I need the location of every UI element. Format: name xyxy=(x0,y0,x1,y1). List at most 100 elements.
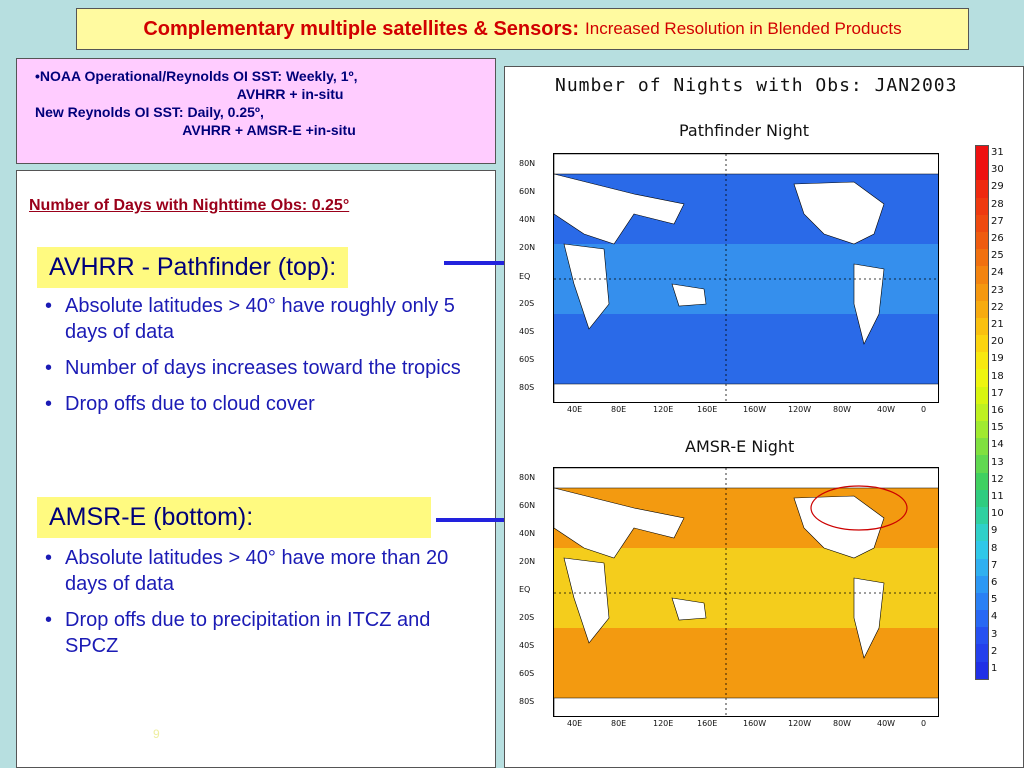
colorbar-segment xyxy=(976,627,988,645)
colorbar-segment xyxy=(976,472,988,490)
amsre-bullet-list: Absolute latitudes > 40° have more than … xyxy=(39,545,469,669)
colorbar-label: 6 xyxy=(991,577,998,588)
colorbar-label: 28 xyxy=(991,198,1004,210)
colorbar-label: 8 xyxy=(991,542,998,554)
arrow-right-icon xyxy=(444,253,518,273)
figure-title: Number of Nights with Obs: JAN2003 xyxy=(555,75,958,96)
lon-label: 120E xyxy=(653,405,674,414)
colorbar-segment xyxy=(976,146,988,164)
lon-label: 40W xyxy=(877,719,896,728)
colorbar-segment xyxy=(976,163,988,181)
info-line-4: AVHRR + AMSR-E +in-situ xyxy=(35,122,356,138)
colorbar-segment xyxy=(976,266,988,284)
lon-label: 160W xyxy=(743,405,767,414)
colorbar-label: 26 xyxy=(991,233,1004,244)
colorbar-label: 25 xyxy=(991,250,1004,262)
lon-label: 80E xyxy=(611,405,627,414)
arrow-right-icon xyxy=(436,510,518,530)
colorbar-label: 3 xyxy=(991,628,998,640)
colorbar-segment xyxy=(976,317,988,336)
lat-label: 20S xyxy=(519,299,535,308)
text-panel: Number of Days with Nighttime Obs: 0.25°… xyxy=(16,170,496,768)
section-heading-amsre: AMSR-E (bottom): xyxy=(37,497,431,538)
lat-label: 60N xyxy=(519,187,536,196)
top-map-title: Pathfinder Night xyxy=(679,121,810,140)
colorbar-label: 10 xyxy=(991,508,1004,520)
info-line-1: •NOAA Operational/Reynolds OI SST: Weekl… xyxy=(35,68,358,84)
colorbar-label: 16 xyxy=(991,405,1004,416)
lat-label: 80N xyxy=(519,159,536,168)
lon-label: 40E xyxy=(567,719,583,728)
avhrr-bullet: Number of days increases toward the trop… xyxy=(39,355,469,381)
lat-label: 40S xyxy=(519,327,535,336)
colorbar-label: 24 xyxy=(991,267,1004,279)
amsre-bullet: Absolute latitudes > 40° have more than … xyxy=(39,545,469,597)
lat-label: EQ xyxy=(519,585,531,594)
colorbar-label: 4 xyxy=(991,611,998,623)
lon-label: 80W xyxy=(833,405,852,414)
avhrr-bullet-list: Absolute latitudes > 40° have roughly on… xyxy=(39,293,469,427)
lat-label: 40N xyxy=(519,215,536,224)
colorbar-label: 18 xyxy=(991,370,1004,382)
colorbar-segment xyxy=(976,661,988,679)
colorbar-segment xyxy=(976,300,988,318)
bottom-map-graphic xyxy=(554,468,938,716)
title-rest: Increased Resolution in Blended Products xyxy=(585,19,902,38)
slide-title: Complementary multiple satellites & Sens… xyxy=(76,8,969,50)
colorbar-segment xyxy=(976,644,988,662)
lon-label: 120W xyxy=(788,719,812,728)
avhrr-bullet: Drop offs due to cloud cover xyxy=(39,391,469,417)
bottom-map xyxy=(553,467,939,717)
colorbar-label: 15 xyxy=(991,422,1004,434)
colorbar-label: 17 xyxy=(991,387,1004,399)
lat-label: 20N xyxy=(519,557,536,566)
colorbar-label: 30 xyxy=(991,164,1004,176)
lat-label: 60S xyxy=(519,355,535,364)
top-map-graphic xyxy=(554,154,938,402)
lon-label: 120E xyxy=(653,719,674,728)
lat-label: 40N xyxy=(519,529,536,538)
top-map xyxy=(553,153,939,403)
lat-label: EQ xyxy=(519,272,531,281)
lon-label: 160W xyxy=(743,719,767,728)
lon-label: 160E xyxy=(697,405,718,414)
lon-label: 80E xyxy=(611,719,627,728)
lat-label: 60S xyxy=(519,669,535,678)
info-line-3: New Reynolds OI SST: Daily, 0.25º, xyxy=(35,104,264,120)
colorbar-segment xyxy=(976,197,988,215)
colorbar-segment xyxy=(976,231,988,250)
figure-panel: Number of Nights with Obs: JAN2003 Pathf… xyxy=(504,66,1024,768)
colorbar-label: 1 xyxy=(991,663,998,674)
colorbar-segment xyxy=(976,610,988,628)
colorbar-segment xyxy=(976,335,988,353)
colorbar-segment xyxy=(976,352,988,370)
colorbar-label: 2 xyxy=(991,645,998,657)
colorbar-segment xyxy=(976,421,988,439)
lon-label: 80W xyxy=(833,719,852,728)
lon-label: 0 xyxy=(921,719,927,728)
amsre-bullet: Drop offs due to precipitation in ITCZ a… xyxy=(39,607,469,659)
colorbar-segment xyxy=(976,558,988,576)
lat-label: 60N xyxy=(519,501,536,510)
page-number: 9 xyxy=(153,727,160,741)
colorbar-segment xyxy=(976,438,988,456)
colorbar-segment xyxy=(976,283,988,301)
info-line-2: AVHRR + in-situ xyxy=(35,86,344,102)
colorbar-segment xyxy=(976,592,988,611)
lon-label: 160E xyxy=(697,719,718,728)
colorbar-segment xyxy=(976,575,988,593)
lat-label: 80S xyxy=(519,697,535,706)
colorbar-segment xyxy=(976,524,988,542)
colorbar-label: 21 xyxy=(991,319,1004,330)
title-bold: Complementary multiple satellites & Sens… xyxy=(143,17,580,40)
colorbar-segment xyxy=(976,249,988,267)
colorbar-label: 27 xyxy=(991,215,1004,227)
avhrr-bullet: Absolute latitudes > 40° have roughly on… xyxy=(39,293,469,345)
colorbar-label: 7 xyxy=(991,559,998,571)
bottom-map-title: AMSR-E Night xyxy=(685,437,795,456)
info-box: •NOAA Operational/Reynolds OI SST: Weekl… xyxy=(16,58,496,164)
lon-label: 40W xyxy=(877,405,896,414)
colorbar-segment xyxy=(976,541,988,559)
colorbar-label: 14 xyxy=(991,439,1004,451)
colorbar-segment xyxy=(976,403,988,421)
